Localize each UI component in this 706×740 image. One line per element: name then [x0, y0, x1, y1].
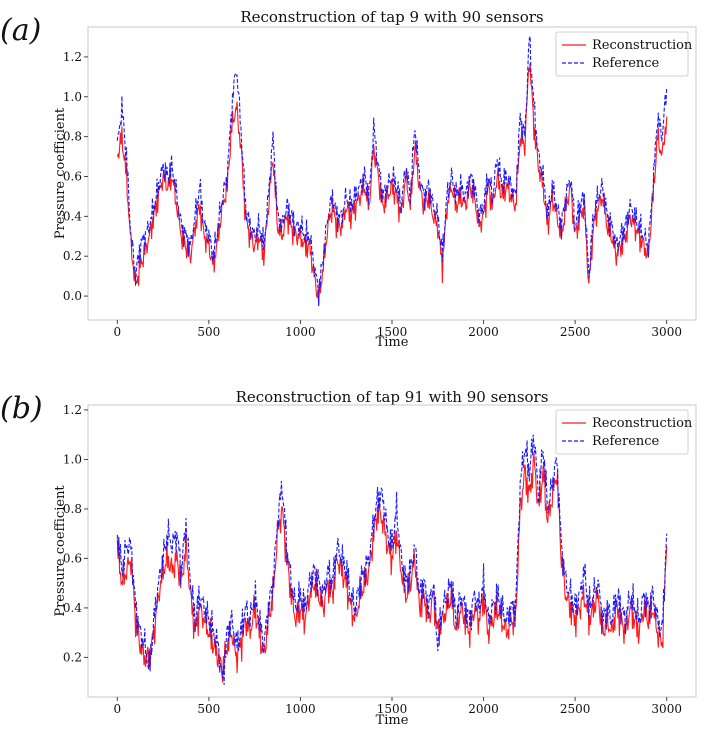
- y-tick-label: 0.0: [63, 289, 82, 303]
- x-tick-label: 3000: [651, 702, 682, 716]
- y-tick-label: 0.8: [63, 502, 82, 516]
- x-tick-label: 500: [197, 702, 220, 716]
- panel-label: (a): [0, 13, 41, 48]
- series-line-reconstruction: [116, 63, 668, 306]
- y-tick-label: 0.4: [63, 601, 82, 615]
- series-line-reference: [116, 36, 668, 306]
- panel-label: (b): [0, 391, 43, 426]
- legend-entry-reference: Reference: [592, 434, 660, 449]
- chart-title: Reconstruction of tap 9 with 90 sensors: [240, 8, 543, 26]
- y-tick-label: 1.2: [63, 50, 82, 64]
- chart-panel-a: (a) Reconstruction of tap 9 with 90 senso…: [0, 8, 697, 350]
- y-tick-label: 0.2: [63, 249, 82, 263]
- y-tick-label: 0.4: [63, 209, 82, 223]
- y-tick-label: 1.2: [63, 403, 82, 417]
- x-tick-label: 3000: [651, 325, 682, 339]
- legend: Reconstruction Reference: [555, 31, 693, 77]
- x-tick-label: 1000: [285, 325, 316, 339]
- x-tick-label: 1500: [377, 325, 408, 339]
- x-tick-label: 2000: [468, 325, 499, 339]
- x-tick-label: 2500: [560, 325, 591, 339]
- x-tick-label: 2500: [560, 702, 591, 716]
- x-axis-label: Time: [376, 713, 409, 728]
- legend-entry-reconstruction: Reconstruction: [592, 416, 693, 431]
- series-line-reconstruction: [116, 452, 668, 683]
- y-axis-label: Pressure coefficient: [53, 107, 68, 239]
- y-tick-label: 0.6: [63, 551, 82, 565]
- chart-panel-b: (b) Reconstruction of tap 91 with 90 sens…: [0, 388, 697, 728]
- x-tick-label: 1500: [377, 702, 408, 716]
- x-tick-label: 500: [197, 325, 220, 339]
- series-line-reference: [116, 434, 668, 685]
- legend-box: [555, 31, 689, 77]
- legend-entry-reference: Reference: [592, 56, 660, 71]
- x-tick-label: 1000: [285, 702, 316, 716]
- legend-entry-reconstruction: Reconstruction: [592, 38, 693, 53]
- y-tick-label: 1.0: [63, 452, 82, 466]
- x-tick-label: 0: [113, 702, 121, 716]
- y-tick-label: 0.8: [63, 130, 82, 144]
- chart-title: Reconstruction of tap 91 with 90 sensors: [236, 388, 549, 406]
- x-tick-label: 2000: [468, 702, 499, 716]
- y-tick-label: 0.6: [63, 169, 82, 183]
- legend: Reconstruction Reference: [555, 409, 693, 455]
- y-tick-label: 0.2: [63, 650, 82, 664]
- y-axis-label: Pressure coefficient: [53, 485, 68, 617]
- x-axis-label: Time: [376, 335, 409, 350]
- x-tick-label: 0: [113, 325, 121, 339]
- legend-box: [555, 409, 689, 455]
- y-tick-label: 1.0: [63, 90, 82, 104]
